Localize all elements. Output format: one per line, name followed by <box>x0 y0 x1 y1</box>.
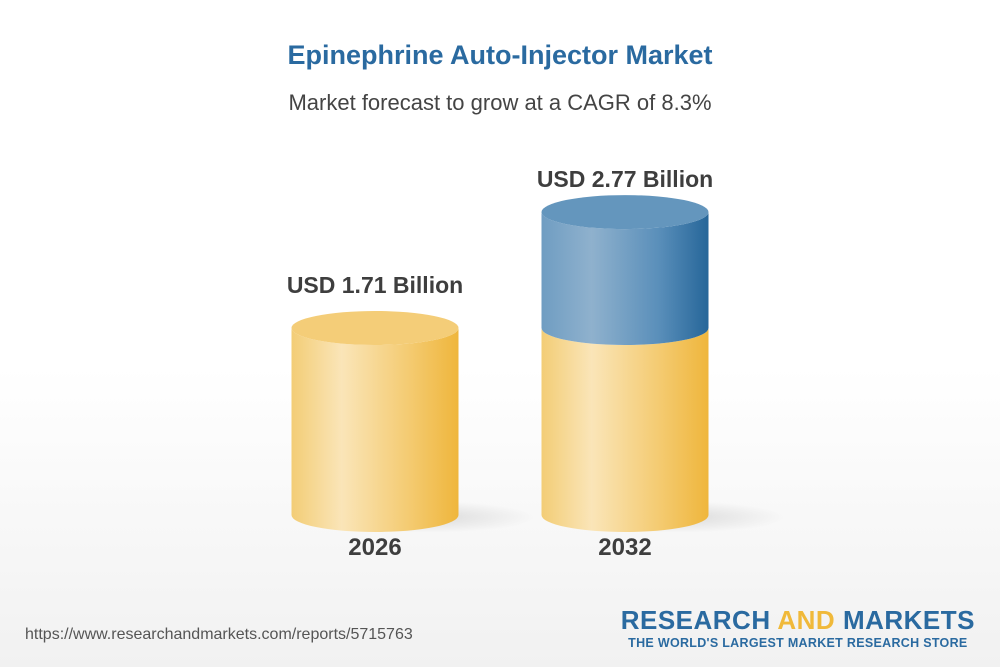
data-label-2026: USD 1.71 Billion <box>287 272 463 298</box>
logo-text-markets: MARKETS <box>835 605 975 635</box>
x-tick-2032: 2032 <box>598 534 651 561</box>
cylinder-base-2032 <box>541 328 709 532</box>
cylinder-top-2032 <box>541 195 709 230</box>
cylinder-growth-2032 <box>541 212 709 345</box>
chart-title: Epinephrine Auto-Injector Market <box>287 40 713 70</box>
research-and-markets-logo: RESEARCH AND MARKETS THE WORLD'S LARGEST… <box>621 606 975 650</box>
chart-subtitle: Market forecast to grow at a CAGR of 8.3… <box>288 90 712 115</box>
logo-text-and: AND <box>777 605 836 635</box>
x-tick-2026: 2026 <box>348 534 401 561</box>
cylinder-base-2026 <box>291 328 459 532</box>
data-label-2032: USD 2.77 Billion <box>537 166 713 192</box>
logo-tagline: THE WORLD'S LARGEST MARKET RESEARCH STOR… <box>628 636 968 650</box>
logo-text-research: RESEARCH <box>620 605 778 635</box>
cylinder-top-2026 <box>291 311 459 345</box>
report-url[interactable]: https://www.researchandmarkets.com/repor… <box>25 626 413 643</box>
